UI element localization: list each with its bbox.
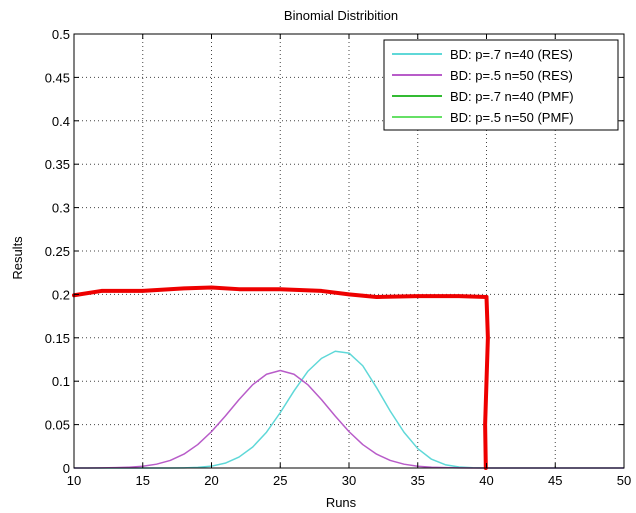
x-tick-label: 40: [479, 473, 493, 488]
x-tick-label: 30: [342, 473, 356, 488]
x-tick-label: 50: [617, 473, 631, 488]
legend: BD: p=.7 n=40 (RES) BD: p=.5 n=50 (RES) BD…: [383, 39, 619, 131]
legend-label-4: BD: p=.5 n=50 (PMF): [450, 110, 574, 125]
y-tick-label: 0.45: [45, 70, 70, 85]
y-tick-label: 0.15: [45, 331, 70, 346]
legend-label-2: BD: p=.5 n=50 (RES): [450, 68, 573, 83]
legend-label-3: BD: p=.7 n=40 (PMF): [450, 89, 574, 104]
x-tick-label: 45: [548, 473, 562, 488]
axes: 10 15 20 25 30 35 40 45 50 0 0.05 0.1 0.15 0.2 0.25 0.3…: [45, 27, 632, 488]
annotation-mark-2: [483, 295, 490, 470]
annotation-mark-1: [72, 285, 489, 299]
y-tick-label: 0.3: [52, 201, 70, 216]
chart-title: Binomial Distribition: [284, 8, 398, 23]
x-tick-label: 25: [273, 473, 287, 488]
y-tick-label: 0.5: [52, 27, 70, 42]
x-tick-label: 35: [411, 473, 425, 488]
x-tick-label: 10: [67, 473, 81, 488]
y-tick-label: 0.4: [52, 114, 70, 129]
y-tick-label: 0.2: [52, 287, 70, 302]
y-tick-label: 0.35: [45, 157, 70, 172]
y-tick-label: 0.05: [45, 418, 70, 433]
y-tick-label: 0.1: [52, 374, 70, 389]
y-tick-label: 0: [63, 461, 70, 476]
x-tick-label: 20: [204, 473, 218, 488]
x-axis-label: Runs: [326, 495, 357, 510]
annotation-layer: [72, 285, 490, 470]
x-tick-label: 15: [136, 473, 150, 488]
legend-label-1: BD: p=.7 n=40 (RES): [450, 47, 573, 62]
y-tick-label: 0.25: [45, 244, 70, 259]
y-axis-label: Results: [10, 236, 25, 280]
